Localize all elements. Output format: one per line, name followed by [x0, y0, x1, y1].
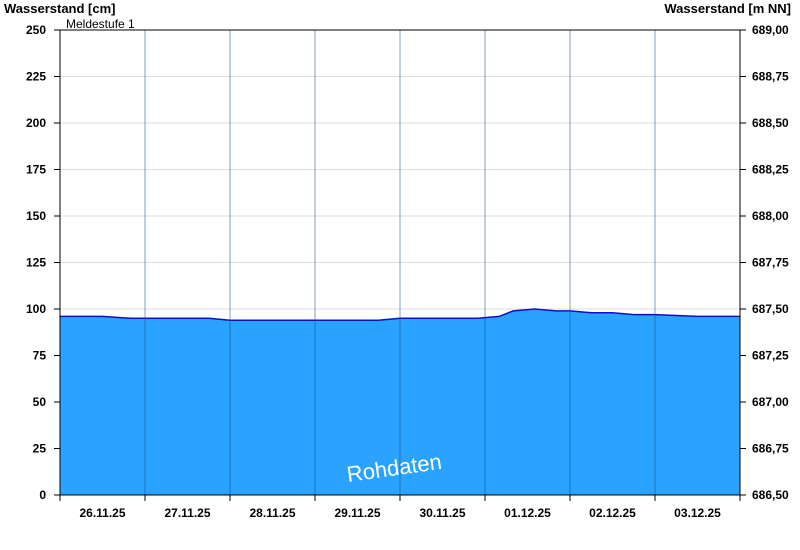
x-tick-label: 28.11.25: [249, 506, 295, 520]
right-tick-label: 686,50: [752, 488, 789, 502]
right-tick-label: 688,50: [752, 116, 789, 130]
right-tick-label: 688,75: [752, 70, 789, 84]
x-tick-label: 02.12.25: [589, 506, 636, 520]
left-tick-label: 25: [33, 442, 47, 456]
left-tick-label: 250: [26, 23, 46, 37]
left-tick-label: 150: [26, 209, 46, 223]
water-level-line: [60, 308, 740, 321]
left-tick-label: 125: [26, 256, 46, 270]
x-tick-label: 26.11.25: [79, 506, 125, 520]
left-tick-label: 50: [33, 395, 47, 409]
left-tick-label: 0: [39, 488, 46, 502]
right-tick-label: 688,25: [752, 163, 789, 177]
right-tick-label: 689,00: [752, 23, 789, 37]
left-tick-label: 200: [26, 116, 46, 130]
right-tick-label: 687,75: [752, 256, 789, 270]
x-axis: 26.11.25 27.11.25 28.11.25 29.11.25 30.11.25…: [59, 495, 741, 520]
left-tick-label: 100: [26, 302, 46, 316]
x-tick-label: 03.12.25: [674, 506, 721, 520]
right-tick-label: 686,75: [752, 442, 789, 456]
left-y-axis: 0 25 50 75 100 125 150 175 200 225 250: [26, 23, 60, 502]
left-tick-label: 75: [33, 349, 47, 363]
left-tick-label: 175: [26, 163, 46, 177]
x-tick-label: 30.11.25: [419, 506, 465, 520]
left-axis-title: Wasserstand [cm]: [4, 1, 116, 16]
right-tick-label: 687,25: [752, 349, 789, 363]
left-tick-label: 225: [26, 70, 46, 84]
right-axis-title: Wasserstand [m NN]: [664, 1, 791, 16]
x-tick-label: 01.12.25: [504, 506, 551, 520]
day-separators: [144, 30, 656, 495]
x-tick-label: 27.11.25: [164, 506, 210, 520]
threshold-label: Meldestufe 1: [66, 17, 135, 31]
x-tick-label: 29.11.25: [334, 506, 380, 520]
right-tick-label: 688,00: [752, 209, 789, 223]
right-y-axis: 686,50 686,75 687,00 687,25 687,50 687,75 688,…: [740, 23, 789, 502]
right-tick-label: 687,00: [752, 395, 789, 409]
right-tick-label: 687,50: [752, 302, 789, 316]
